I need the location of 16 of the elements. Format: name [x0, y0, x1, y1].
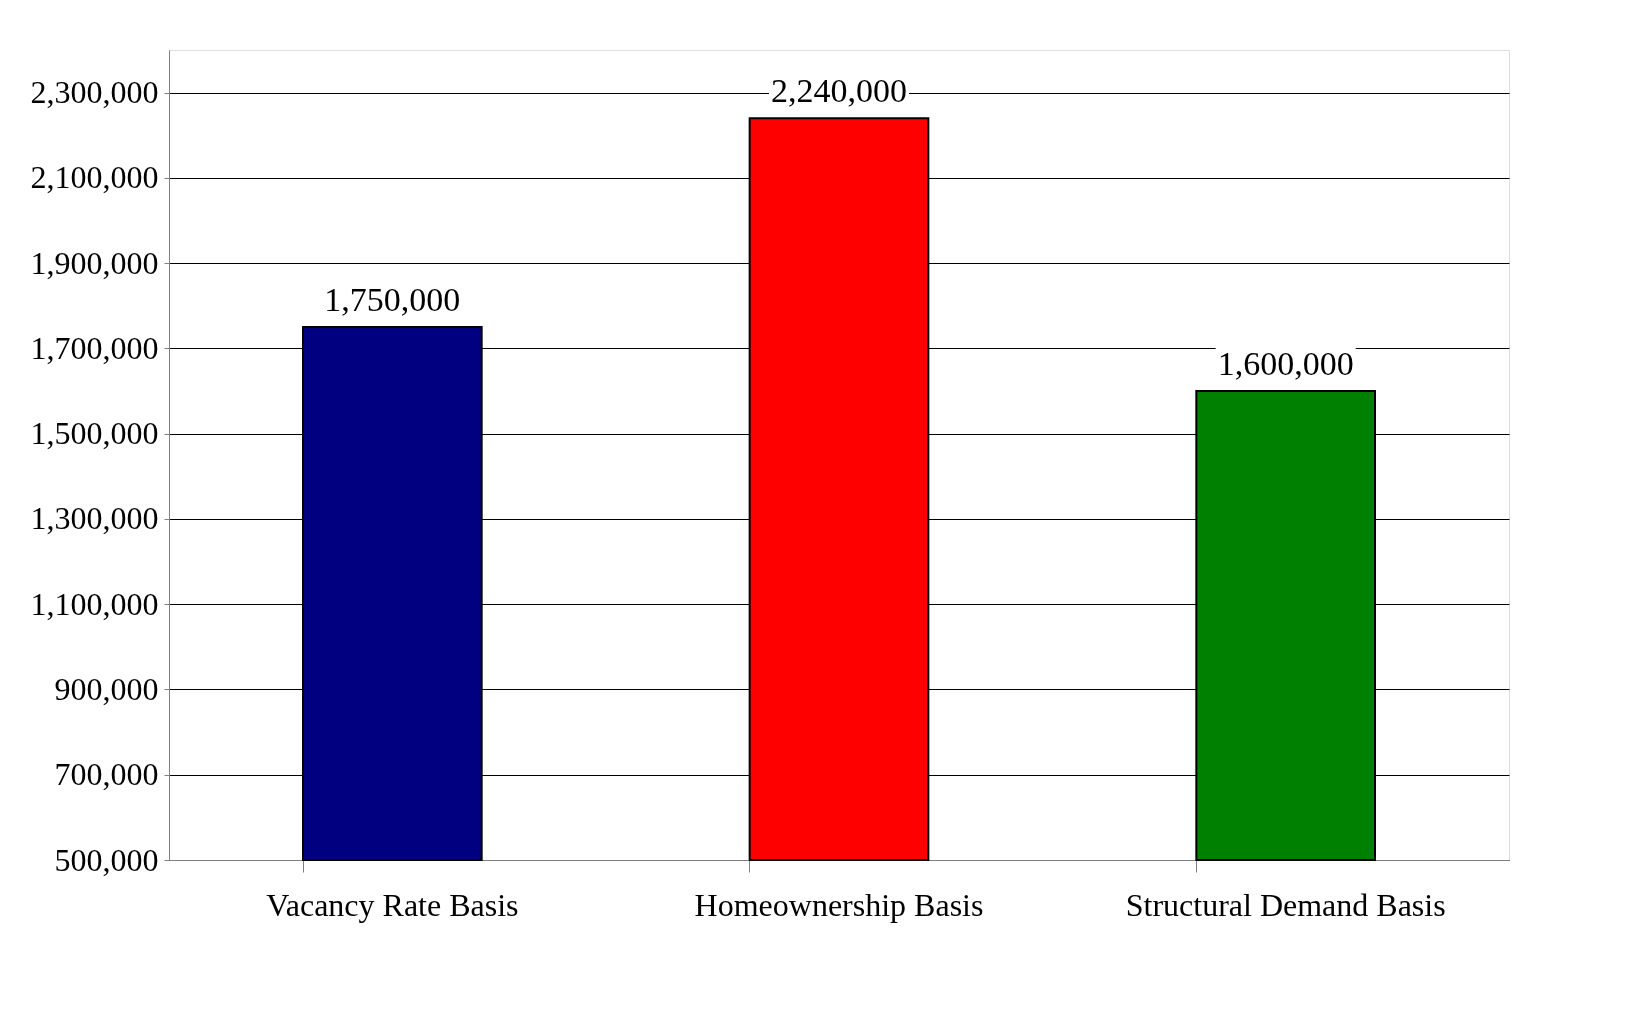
y-tick-label: 1,300,000 — [30, 500, 159, 537]
y-tick-label: 1,700,000 — [30, 329, 159, 366]
data-label: 1,750,000 — [324, 281, 461, 319]
y-tick-label: 1,900,000 — [30, 244, 159, 281]
y-tick-label: 2,300,000 — [30, 74, 159, 111]
y-tick-label: 1,100,000 — [30, 585, 159, 622]
y-tick-label: 2,100,000 — [30, 159, 159, 196]
data-label: 2,240,000 — [771, 72, 907, 110]
y-tick-label: 1,500,000 — [30, 415, 159, 452]
y-tick-label: 500,000 — [54, 841, 159, 878]
y-tick-label: 700,000 — [54, 756, 159, 793]
x-tick-label: Structural Demand Basis — [1125, 886, 1446, 923]
y-tick-label: 900,000 — [54, 670, 159, 707]
x-tick-label: Vacancy Rate Basis — [266, 886, 519, 923]
x-tick-label: Homeownership Basis — [694, 886, 984, 923]
data-label: 1,600,000 — [1217, 345, 1354, 383]
